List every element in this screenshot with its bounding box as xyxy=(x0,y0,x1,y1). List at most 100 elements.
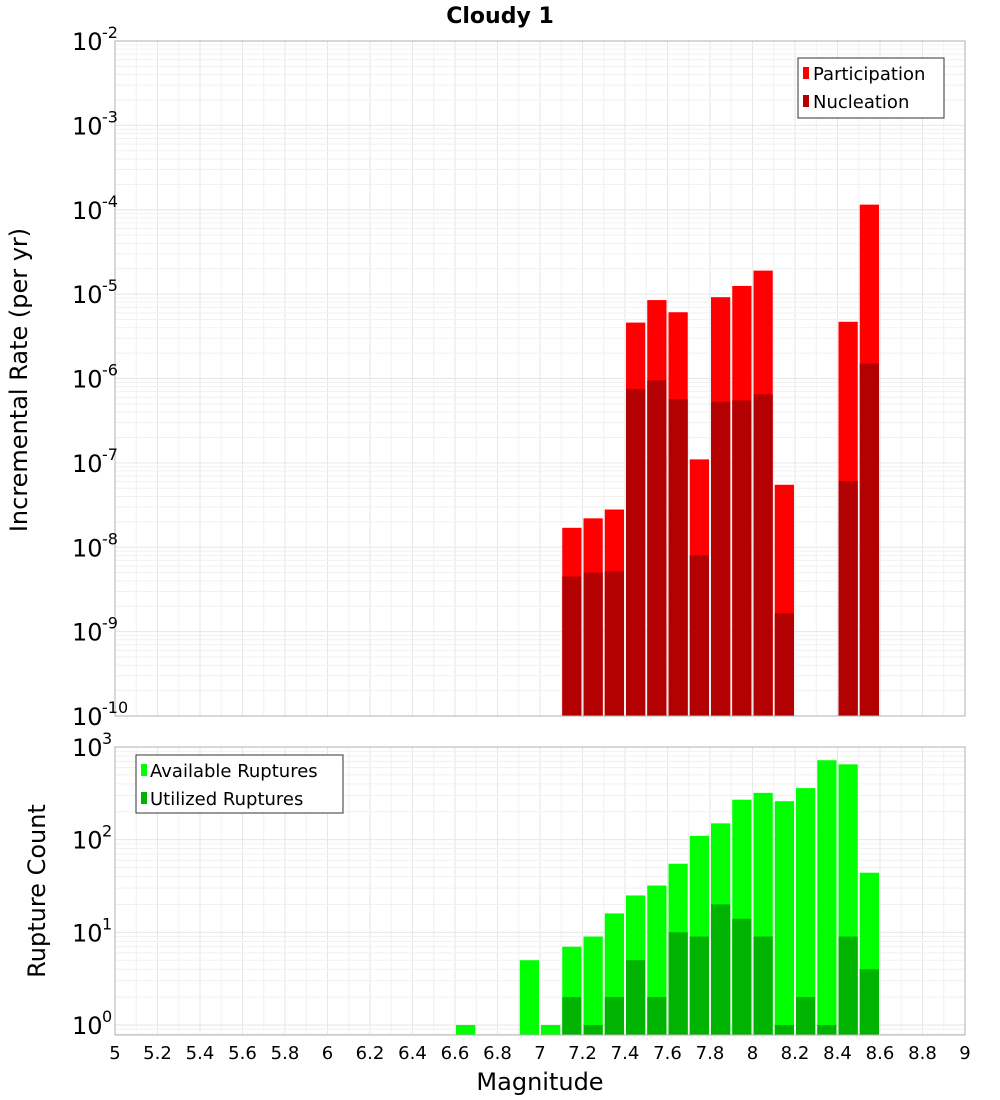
y-tick-label: 10 xyxy=(72,619,103,647)
y-tick-exponent: -7 xyxy=(102,445,118,464)
x-tick-label: 5 xyxy=(109,1043,120,1064)
x-tick-label: 8.2 xyxy=(781,1043,810,1064)
y-tick-exponent: -4 xyxy=(102,192,118,211)
rate-bar-front xyxy=(732,400,752,716)
rate-legend-box xyxy=(797,57,945,119)
y-tick-label: 10 xyxy=(72,703,103,731)
legend-swatch-available xyxy=(141,764,147,776)
x-axis-label: Magnitude xyxy=(476,1068,603,1096)
count-bar-front xyxy=(711,904,731,1035)
y-tick-label: 10 xyxy=(72,827,103,855)
count-legend-box xyxy=(135,754,344,814)
x-tick-label: 9 xyxy=(959,1043,970,1064)
rate-bar-front xyxy=(626,389,646,716)
y-tick-label: 10 xyxy=(72,1012,103,1040)
x-tick-label: 5.4 xyxy=(186,1043,215,1064)
x-tick-label: 7 xyxy=(534,1043,545,1064)
rate-y-axis-label: Incremental Rate (per yr) xyxy=(5,228,33,532)
legend-label-available: Available Ruptures xyxy=(150,761,318,782)
y-tick-label: 10 xyxy=(72,197,103,225)
legend-swatch-utilized xyxy=(141,792,147,804)
count-bar-front xyxy=(817,1025,837,1035)
y-tick-exponent: -5 xyxy=(102,276,118,295)
count-y-axis-label: Rupture Count xyxy=(23,804,51,978)
y-tick-label: 10 xyxy=(72,112,103,140)
x-tick-label: 5.6 xyxy=(228,1043,257,1064)
x-tick-label: 6.2 xyxy=(356,1043,385,1064)
rate-bar-front xyxy=(859,363,879,716)
x-tick-label: 8.6 xyxy=(866,1043,895,1064)
x-tick-label: 8 xyxy=(747,1043,758,1064)
count-bar-back xyxy=(456,1025,476,1035)
count-bar-front xyxy=(796,997,816,1035)
rate-bar-front xyxy=(753,394,773,716)
count-bar-front xyxy=(732,918,752,1035)
rate-legend: Participation Nucleation xyxy=(797,57,945,119)
rate-bar-front xyxy=(711,401,731,716)
y-tick-exponent: 3 xyxy=(102,729,112,748)
rate-bar-front xyxy=(774,613,794,716)
rate-bar-front xyxy=(562,576,582,716)
count-bar-front xyxy=(604,997,624,1035)
x-tick-label: 7.2 xyxy=(568,1043,597,1064)
rate-bar-front xyxy=(647,380,667,716)
legend-swatch-participation xyxy=(803,67,809,79)
chart-title: Cloudy 1 xyxy=(446,4,554,29)
rate-bar-front xyxy=(689,555,709,716)
x-tick-label: 6.4 xyxy=(398,1043,427,1064)
rate-y-ticks: 10-210-310-410-510-610-710-810-910-10 xyxy=(72,23,128,731)
x-tick-label: 6 xyxy=(322,1043,333,1064)
x-tick-label: 7.6 xyxy=(653,1043,682,1064)
x-tick-label: 8.8 xyxy=(908,1043,937,1064)
count-plot-frame xyxy=(114,746,966,1036)
x-tick-label: 7.8 xyxy=(696,1043,725,1064)
legend-label-utilized: Utilized Ruptures xyxy=(150,789,303,810)
legend-label-participation: Participation xyxy=(813,64,925,85)
count-bar-front xyxy=(838,936,858,1035)
y-tick-label: 10 xyxy=(72,281,103,309)
rate-bar-front xyxy=(838,480,858,716)
y-tick-label: 10 xyxy=(72,919,103,947)
rate-bars xyxy=(562,204,879,717)
count-bar-back xyxy=(519,960,539,1035)
rate-grid xyxy=(114,40,966,717)
count-bar-front xyxy=(859,969,879,1035)
y-tick-label: 10 xyxy=(72,450,103,478)
rate-panel: 10-210-310-410-510-610-710-810-910-10 In… xyxy=(5,23,966,731)
y-tick-exponent: 0 xyxy=(102,1007,112,1026)
rate-bar-front xyxy=(668,399,688,716)
legend-swatch-nucleation xyxy=(803,95,809,107)
y-tick-label: 10 xyxy=(72,734,103,762)
rate-plot-frame xyxy=(114,40,966,717)
x-tick-label: 6.8 xyxy=(483,1043,512,1064)
y-tick-exponent: -6 xyxy=(102,361,118,380)
y-tick-label: 10 xyxy=(72,28,103,56)
x-tick-label: 7.4 xyxy=(611,1043,640,1064)
y-tick-exponent: 2 xyxy=(102,822,112,841)
y-tick-exponent: -2 xyxy=(102,23,118,42)
count-bar-front xyxy=(583,1025,603,1035)
x-tick-label: 8.4 xyxy=(823,1043,852,1064)
count-bar-front xyxy=(647,997,667,1035)
count-bar-back xyxy=(817,760,837,1035)
legend-label-nucleation: Nucleation xyxy=(813,92,909,113)
count-bar-back xyxy=(541,1025,561,1035)
count-bar-front xyxy=(774,1025,794,1035)
count-bars xyxy=(456,760,879,1035)
count-bar-back xyxy=(796,788,816,1035)
y-tick-exponent: 1 xyxy=(102,914,112,933)
count-x-ticks: 5 5.2 5.4 5.6 5.8 6 6.2 6.4 6.6 6.8 7 7.2 7.4 7.6 7.8 8… xyxy=(109,1043,970,1064)
count-bar-front xyxy=(626,960,646,1035)
count-bar-front xyxy=(753,936,773,1035)
y-tick-exponent: -8 xyxy=(102,529,118,548)
count-bar-back xyxy=(583,936,603,1035)
y-tick-exponent: -9 xyxy=(102,614,118,633)
count-bar-front xyxy=(562,997,582,1035)
rate-bar-front xyxy=(604,571,624,716)
count-bar-front xyxy=(689,936,709,1035)
x-tick-label: 5.2 xyxy=(143,1043,172,1064)
y-tick-exponent: -3 xyxy=(102,107,118,126)
